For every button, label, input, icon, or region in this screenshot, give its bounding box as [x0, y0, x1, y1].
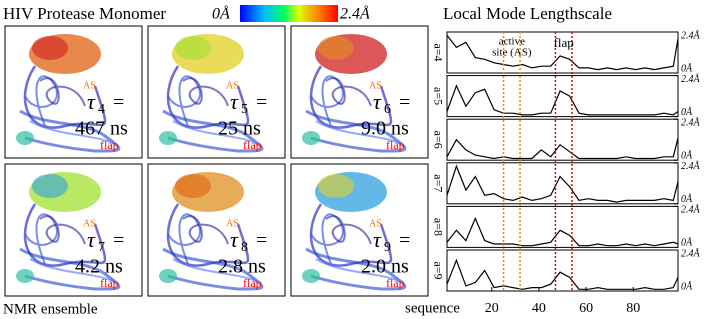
structure-panel: AS flap τ 8 = 2.8 ns [147, 163, 286, 297]
plot-frame [446, 205, 679, 248]
plot-frame [446, 162, 679, 205]
timescale: 4.2 ns [75, 256, 123, 278]
equals-sign: = [399, 92, 410, 114]
equals-sign: = [256, 230, 267, 252]
y-tick-label: 0Å [681, 62, 693, 74]
flap-annotation: flap [554, 35, 574, 50]
timescale: 25 ns [218, 118, 261, 140]
mode-line [446, 164, 679, 203]
tau-symbol: τ [373, 227, 382, 252]
y-tick-label: 2.4Å [681, 247, 701, 259]
site-label: AS [83, 80, 96, 91]
y-tick-label: 2.4Å [681, 73, 701, 85]
flap-label: flap [100, 276, 119, 290]
tau-index: 8 [241, 240, 248, 255]
y-axis-label: a=7 [431, 174, 445, 192]
site-label: AS [369, 218, 382, 229]
mode-line [446, 35, 679, 71]
active-site-label: site (AS) [492, 47, 532, 59]
active-site-label: active [499, 36, 525, 48]
y-tick-label: 2.4Å [681, 116, 701, 128]
flap-region [32, 36, 68, 60]
structure-panel: AS flap τ 7 = 4.2 ns [4, 163, 143, 297]
colorbar-max-label: 2.4Å [340, 5, 370, 23]
mode-line [446, 258, 679, 290]
structure-panel: AS flap τ 4 = 467 ns [4, 25, 143, 159]
structure-panel: AS flap τ 6 = 9.0 ns [290, 25, 429, 159]
mode-line [446, 84, 679, 116]
flap-label: flap [386, 138, 405, 152]
y-axis-label: a=9 [431, 261, 445, 279]
mode-line [446, 137, 679, 160]
tau-symbol: τ [87, 89, 96, 114]
flap-label: flap [243, 138, 262, 152]
caption: NMR ensemble [3, 301, 98, 317]
x-axis-label: sequence [405, 300, 460, 316]
structure-panel: AS flap τ 9 = 2.0 ns [290, 163, 429, 297]
y-tick-label: 0Å [681, 237, 693, 249]
flap-region [32, 174, 68, 198]
y-axis-label: a=8 [431, 218, 445, 236]
y-tick-label: 2.4Å [681, 29, 701, 41]
mode-line [446, 216, 679, 247]
chart-title: Local Mode Lengthscale [443, 4, 612, 23]
structure-panel: AS flap τ 5 = 25 ns [147, 25, 286, 159]
equals-sign: = [113, 92, 124, 114]
tau-index: 6 [384, 102, 391, 117]
flap-label: flap [243, 276, 262, 290]
plot-frame [446, 75, 679, 118]
figure-title: HIV Protease Monomer [3, 4, 166, 23]
timescale: 467 ns [75, 118, 128, 140]
flap-region [175, 174, 211, 198]
y-tick-label: 0Å [681, 106, 693, 118]
flap-region [318, 36, 354, 60]
y-tick-label: 0Å [681, 193, 693, 205]
tau-symbol: τ [87, 227, 96, 252]
site-label: AS [226, 80, 239, 91]
tau-symbol: τ [373, 89, 382, 114]
tau-symbol: τ [230, 227, 239, 252]
colorbar-min-label: 0Å [212, 5, 230, 23]
plot-frame [446, 118, 679, 161]
tau-index: 9 [384, 240, 391, 255]
flap-region [175, 36, 211, 60]
site-label: AS [369, 80, 382, 91]
timescale: 9.0 ns [361, 118, 409, 140]
site-label: AS [83, 218, 96, 229]
flap-label: flap [100, 138, 119, 152]
timescale: 2.8 ns [218, 256, 266, 278]
flap-label: flap [386, 276, 405, 290]
tau-index: 5 [241, 102, 248, 117]
y-tick-label: 2.4Å [681, 160, 701, 172]
x-tick-label: 80 [626, 301, 640, 316]
flap-region [318, 174, 354, 198]
y-axis-label: a=4 [431, 43, 445, 61]
plot-frame [446, 249, 679, 292]
y-tick-label: 2.4Å [681, 204, 701, 216]
y-tick-label: 0Å [681, 280, 693, 292]
x-tick-label: 20 [485, 301, 499, 316]
plot-frame [446, 31, 679, 74]
tau-index: 7 [98, 240, 105, 255]
equals-sign: = [256, 92, 267, 114]
tau-symbol: τ [230, 89, 239, 114]
colorbar [240, 5, 338, 22]
equals-sign: = [399, 230, 410, 252]
y-axis-label: a=5 [431, 87, 445, 105]
y-axis-label: a=6 [431, 131, 445, 149]
tau-index: 4 [98, 102, 105, 117]
x-tick-label: 40 [532, 301, 546, 316]
equals-sign: = [113, 230, 124, 252]
site-label: AS [226, 218, 239, 229]
x-tick-label: 60 [579, 301, 593, 316]
y-tick-label: 0Å [681, 149, 693, 161]
timescale: 2.0 ns [361, 256, 409, 278]
